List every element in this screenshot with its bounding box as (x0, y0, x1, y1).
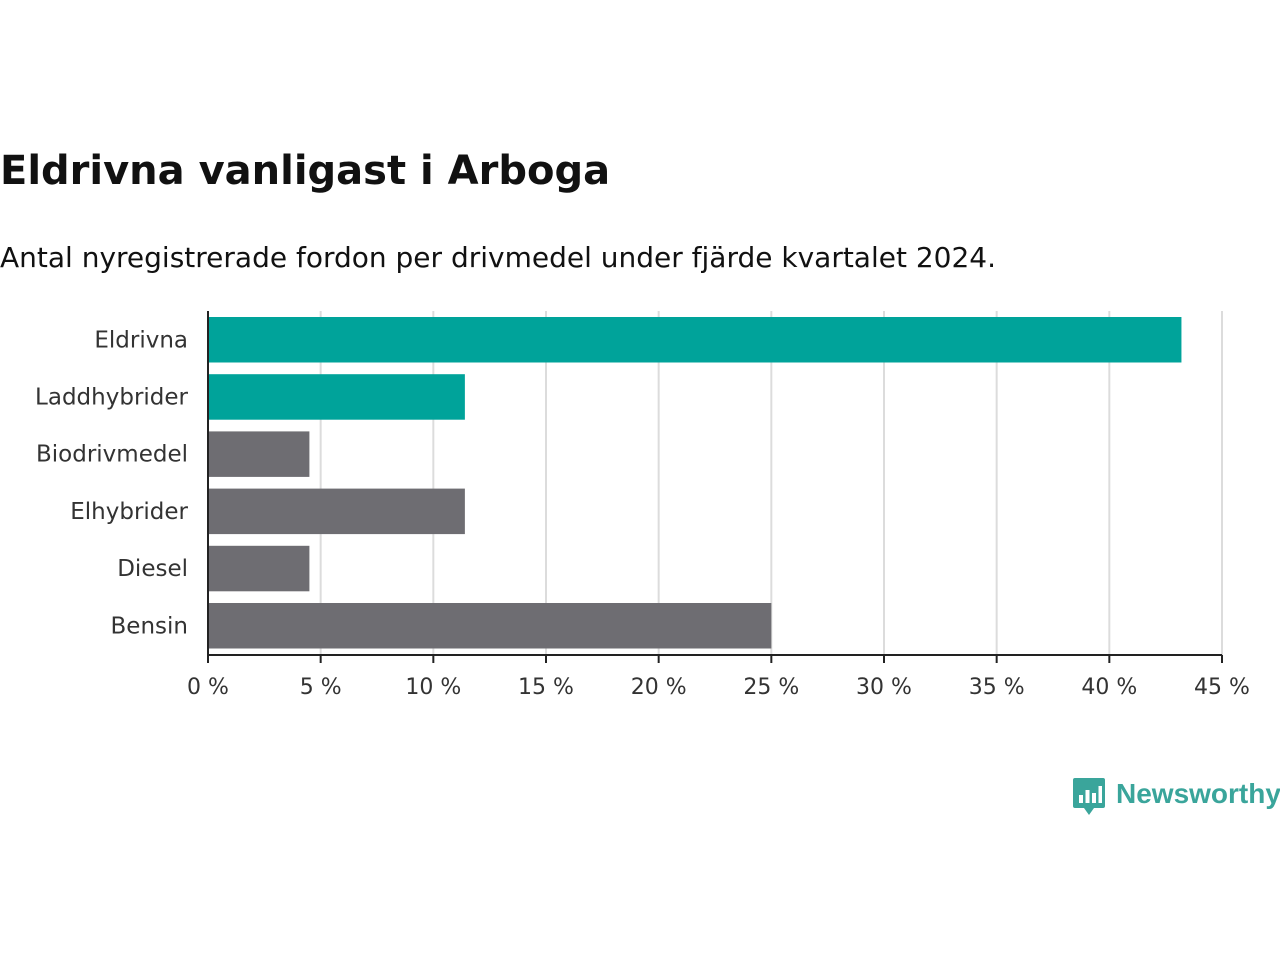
x-tick-label: 35 % (969, 675, 1025, 700)
brand-name: Newsworthy (1116, 778, 1280, 809)
bar-diesel (208, 545, 310, 592)
chart-title: Eldrivna vanligast i Arboga (0, 148, 611, 194)
category-label: Laddhybrider (35, 384, 188, 410)
gridlines (319, 311, 1223, 655)
category-label: Diesel (117, 556, 188, 582)
category-labels: Eldrivna Laddhybrider Biodrivmedel Elhybrid… (35, 327, 188, 639)
category-label: Elhybrider (70, 499, 188, 525)
brand-logo: Newsworthy (1072, 776, 1280, 818)
x-tick-label: 5 % (300, 675, 342, 700)
x-tick-label: 20 % (631, 675, 687, 700)
chart-subtitle: Antal nyregistrerade fordon per drivmede… (0, 241, 997, 274)
bar-biodrivmedel (208, 431, 310, 477)
category-label: Eldrivna (94, 327, 188, 353)
bars (208, 317, 1182, 649)
bar-elhybrider (208, 488, 465, 535)
x-tick-label: 25 % (743, 675, 799, 700)
newsworthy-logo-icon (1073, 778, 1105, 815)
bar-eldrivna (208, 317, 1182, 363)
x-tick-label: 45 % (1194, 675, 1250, 700)
category-label: Bensin (111, 613, 188, 639)
category-label: Biodrivmedel (36, 442, 188, 468)
x-tick-label: 15 % (518, 675, 574, 700)
x-tick-label: 40 % (1081, 675, 1137, 700)
x-tick-label: 30 % (856, 675, 912, 700)
x-tick-label: 0 % (187, 675, 229, 700)
x-tick-label: 10 % (405, 675, 461, 700)
bar-laddhybrider (208, 374, 465, 420)
x-axis: 0 % 5 % 10 % 15 % 20 % 25 % 30 % 35 % 40 % 45 % (187, 311, 1250, 700)
bar-bensin (208, 603, 772, 649)
